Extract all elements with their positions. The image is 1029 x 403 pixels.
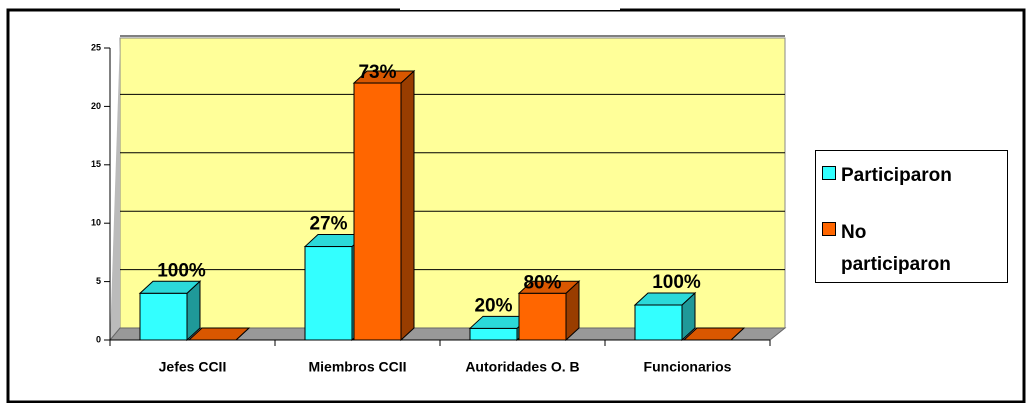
bar-top [682,327,746,341]
data-label: 100% [652,272,701,293]
data-label: 100% [157,260,206,281]
bar-top [138,280,202,294]
y-tick-label: 0 [96,334,101,344]
legend-label: Participaron [841,165,952,186]
legend-item: Participaron [822,161,952,191]
legend-label: No participaron [841,222,951,275]
y-tick-label: 15 [91,159,101,169]
bar [353,82,402,341]
y-tick-label: 10 [91,218,101,228]
legend-item: No participaron [822,217,971,281]
x-tick-label: Miembros CCII [308,359,406,375]
legend-swatch [822,222,836,236]
bar [139,292,188,341]
x-tick-label: Jefes CCII [159,359,227,375]
bar-top [517,280,581,294]
bar [518,292,567,341]
legend: Participaron No participaron [815,150,1008,283]
data-label: 73% [358,62,396,83]
bar [469,327,518,341]
bar-top [352,70,416,84]
y-tick-label: 25 [91,42,101,52]
side-wall [110,38,120,340]
y-tick-label: 20 [91,101,101,111]
bar [634,304,683,341]
legend-swatch [822,166,836,180]
y-tick-label: 5 [96,276,101,286]
x-tick-label: Autoridades O. B [465,359,579,375]
data-label: 80% [523,272,561,293]
bar [304,246,353,341]
bar-top [633,292,697,306]
x-tick-label: Funcionarios [644,359,732,375]
data-label: 27% [309,214,347,235]
data-label: 20% [474,295,512,316]
title-box [400,0,620,10]
bar-side [400,69,415,342]
bar-top [187,327,251,341]
